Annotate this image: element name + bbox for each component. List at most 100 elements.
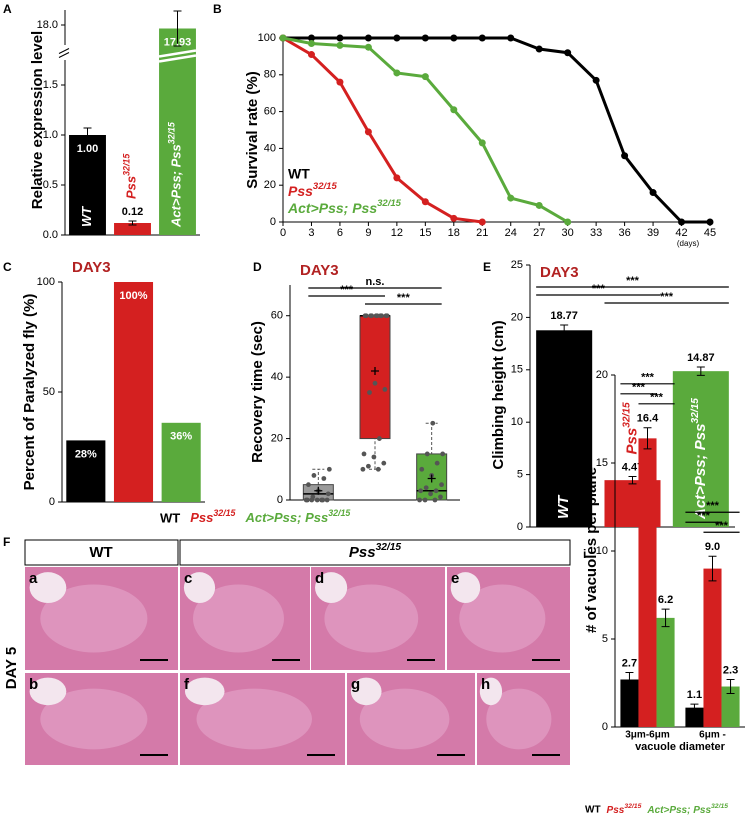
value-label: 4.47 (622, 461, 643, 473)
x-axis-label: vacuole diameter (635, 741, 726, 753)
tissue-region (459, 584, 546, 653)
error-bar (690, 703, 699, 712)
category-label: WT (555, 494, 572, 519)
point (307, 34, 315, 42)
value-label: 16.4 (637, 413, 659, 425)
bar (536, 330, 593, 527)
point (421, 73, 429, 81)
point (440, 451, 446, 457)
image-letter: c (184, 570, 192, 587)
y-axis-label: # of vacuoles per plane (583, 467, 600, 633)
y-tick-label: 60 (264, 106, 276, 118)
y-tick-label: 10 (596, 545, 608, 557)
point (321, 476, 327, 481)
category-label: Act>Pss; Pss32/15 (690, 398, 709, 520)
label-part: Pss (288, 183, 313, 199)
y-tick-label: 1.5 (43, 79, 58, 91)
significance-label: *** (697, 510, 711, 522)
error-bar (643, 427, 652, 450)
bar (69, 135, 106, 235)
x-tick-label: 36 (618, 227, 630, 239)
point (320, 497, 326, 503)
label-part: 32/15 (690, 398, 701, 424)
x-unit: (days) (677, 239, 700, 248)
y-tick-label: 0 (602, 721, 608, 733)
point (393, 34, 401, 42)
axis-break (58, 48, 70, 58)
value-label: 100% (119, 290, 147, 302)
image-letter: f (184, 676, 190, 693)
category-label: WT (160, 510, 180, 525)
legend-entry: Pss32/15 (607, 803, 642, 815)
point (311, 473, 317, 478)
y-tick-label: 80 (264, 69, 276, 81)
series-line (282, 36, 569, 224)
point (379, 313, 384, 319)
point (371, 454, 377, 460)
panel-letter: C (3, 260, 12, 274)
column-header: WT (89, 544, 112, 561)
category-label: WT (79, 206, 94, 227)
value-label: 0.12 (122, 206, 143, 218)
panel-letter: E (483, 260, 491, 274)
x-tick-label: 0 (280, 227, 286, 239)
legend-entry: Act>Pss; Pss32/15 (646, 803, 728, 815)
value-label: 1.00 (77, 143, 98, 155)
category-label: Act>Pss; Pss32/15 (167, 121, 184, 228)
point (592, 76, 600, 84)
bar (703, 568, 722, 727)
y-tick-label: 60 (271, 310, 283, 322)
x-tick-label: 30 (562, 227, 574, 239)
x-tick-label: 12 (391, 227, 403, 239)
y-tick-label: 0 (277, 494, 283, 506)
x-tick-label: 33 (590, 227, 602, 239)
label-part: Act>Pss; Pss (244, 510, 328, 525)
point (367, 390, 372, 395)
panel-title: DAY3 (72, 259, 111, 276)
y-tick-label: 0 (49, 496, 55, 508)
image-letter: a (29, 570, 38, 587)
value-label: 28% (75, 448, 97, 460)
point (421, 198, 429, 206)
x-tick-label: 6 (337, 227, 343, 239)
point (678, 218, 686, 226)
significance-label: *** (626, 275, 640, 287)
column-header: Pss32/15 (349, 542, 402, 561)
histology-images: a b c d e f g h (25, 567, 570, 765)
label-part: Pss (607, 805, 625, 816)
bar (638, 438, 657, 727)
point (326, 466, 332, 472)
point (377, 436, 382, 441)
point (423, 485, 429, 491)
y-axis-label: Survival rate (%) (244, 71, 261, 189)
significance-label: *** (660, 291, 674, 303)
value-label: 14.87 (687, 352, 715, 364)
mean (314, 486, 323, 495)
x-tick-label: 3 (308, 227, 314, 239)
y-tick-label: 20 (596, 369, 608, 381)
y-tick-label: 5 (602, 633, 608, 645)
error-bar (560, 324, 569, 337)
label-part: Pss (623, 428, 640, 455)
label-part: 32/15 (377, 198, 402, 209)
x-tick-label: 42 (675, 227, 687, 239)
point (314, 497, 320, 503)
point (450, 34, 458, 42)
point (307, 51, 315, 59)
label-part: 32/15 (622, 402, 633, 428)
error-bar (708, 555, 717, 582)
value-label: 36% (170, 431, 192, 443)
point (310, 494, 316, 500)
point (381, 460, 387, 466)
image-letter: h (481, 676, 490, 693)
point (424, 451, 430, 457)
bar (672, 371, 729, 527)
point (336, 41, 344, 49)
significance-label: *** (650, 392, 664, 404)
point (279, 34, 287, 42)
point (307, 40, 315, 48)
tissue-region (479, 677, 503, 706)
significance-label: *** (340, 284, 354, 296)
legend-entry: Pss32/15 (288, 181, 337, 199)
